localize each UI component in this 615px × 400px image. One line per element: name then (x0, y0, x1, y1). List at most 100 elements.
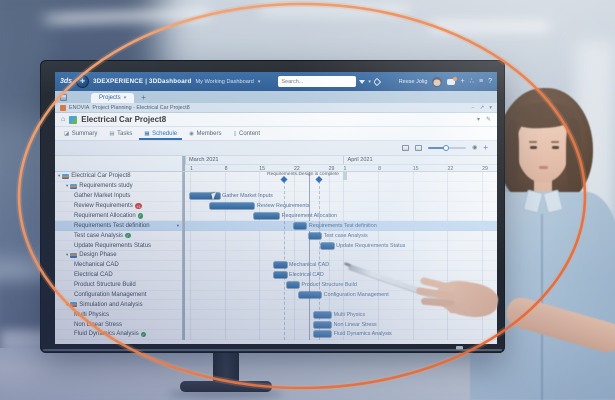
chevron-down-icon[interactable]: ▾ (489, 104, 492, 111)
tree-row-label: Requirements study (79, 183, 133, 190)
chevron-down-icon[interactable]: ▾ (123, 95, 127, 101)
ceiling-light (39, 9, 211, 24)
add-task-icon[interactable]: + (483, 143, 488, 152)
tree-row-review-requirements[interactable]: Review Requirements +1 (55, 202, 182, 212)
presenter-eye (530, 146, 537, 149)
gantt-row-simulation-and-analysis (185, 300, 497, 311)
eye-icon[interactable]: ◉ (472, 145, 478, 151)
fit-view-icon[interactable] (402, 145, 410, 151)
tree-row-test-case-analysis[interactable]: Test case Analysis ✓ (55, 231, 182, 242)
presenter-hair-side (566, 118, 581, 188)
tab-tasks[interactable]: ▤ Tasks (109, 130, 133, 137)
avatar[interactable] (432, 76, 443, 87)
tab-members[interactable]: ◉ Members (189, 130, 222, 137)
tab-content[interactable]: ▯ Content (233, 130, 261, 137)
gantt-bar-multi-physics[interactable] (313, 311, 332, 318)
gantt-row-product-structure-build: Product Structure Build (185, 281, 497, 291)
tree-row-requirements-test-definition[interactable]: Requirements Test definition ▾ (55, 221, 182, 232)
new-tab-button[interactable]: + (141, 93, 146, 102)
monitor: 3ds ✚ 3DEXPERIENCE | 3DDashboard My Work… (40, 60, 505, 353)
alert-badge: +1 (134, 203, 143, 209)
gantt-bar-update-requirements-status[interactable] (321, 242, 334, 249)
milestone-line (318, 181, 320, 340)
search-input[interactable] (278, 76, 357, 87)
home-icon[interactable]: ⌂ (61, 116, 66, 123)
user-name[interactable]: Reese Jolig (398, 78, 428, 85)
gantt-bar-product-structure-build[interactable] (286, 282, 299, 289)
tab-projects[interactable]: Projects ▾ (91, 93, 135, 103)
settings-icon[interactable]: ≡ (479, 78, 484, 85)
share-icon[interactable]: ∴ (469, 78, 474, 85)
tab-projects-label: Projects (99, 95, 121, 101)
gantt-bar-requirement-allocation[interactable] (254, 212, 280, 219)
caret-down-icon[interactable]: ▾ (58, 173, 61, 179)
gantt-row-requirements-study (185, 182, 497, 192)
open-new-icon[interactable]: ↗ (479, 104, 485, 111)
gantt-row-design-phase (185, 251, 497, 261)
gantt-bar-label: Gather Market Inputs (222, 193, 273, 200)
row-menu-icon[interactable]: ▾ (176, 222, 179, 228)
gantt-row-multi-physics: Multi Physics (185, 310, 497, 321)
chevron-down-icon[interactable]: ▾ (368, 78, 371, 85)
zoom-slider[interactable] (428, 144, 467, 151)
tree-row-mechanical-cad[interactable]: Mechanical CAD (55, 261, 182, 271)
workspace-selector[interactable]: My Working Dashboard (195, 78, 254, 85)
tree-row-update-requirements-status[interactable]: Update Requirements Status (55, 241, 182, 251)
minimize-icon[interactable]: − (471, 104, 475, 111)
tab-schedule[interactable]: ▦ Schedule (139, 127, 182, 140)
tree-row-label: Requirement Allocation (74, 212, 136, 219)
help-icon[interactable]: ? (488, 78, 492, 85)
project-type-icon (70, 252, 78, 258)
breadcrumb-app[interactable]: ENOVIA (69, 104, 90, 111)
tree-row-non-linear-stress[interactable]: Non Linear Stress (55, 320, 182, 330)
tree-row-electrical-cad[interactable]: Electrical CAD (55, 271, 182, 281)
tab-summary[interactable]: ◪ Summary (64, 130, 98, 137)
frame-view-icon[interactable] (415, 145, 423, 151)
tree-row-requirement-allocation[interactable]: Requirement Allocation ✓ (55, 212, 182, 222)
apps-icon[interactable] (60, 94, 67, 101)
gantt-bar-review-requirements[interactable] (209, 203, 255, 210)
chevron-down-icon[interactable]: ▾ (476, 117, 480, 123)
tree-row-label: Design Phase (79, 252, 117, 259)
presenter-placket (541, 214, 543, 400)
add-icon[interactable]: + (460, 78, 465, 85)
gantt-bar-requirements-test-definition[interactable] (293, 222, 307, 229)
complete-check-icon: ✓ (125, 232, 131, 239)
gantt-row-gather-market-inputs: Gather Market Inputs (185, 192, 497, 202)
tree-row-simulation-and-analysis[interactable]: ▾ Simulation and Analysis (55, 300, 182, 311)
tree-row-gather-market-inputs[interactable]: Gather Market Inputs (55, 192, 182, 202)
gantt-bar-label: Fluid Dynamics Analysis (333, 331, 392, 338)
caret-down-icon[interactable]: ▾ (66, 252, 69, 258)
tree-row-configuration-management[interactable]: Configuration Management (55, 291, 182, 301)
screen: 3ds ✚ 3DEXPERIENCE | 3DDashboard My Work… (55, 72, 497, 344)
tree-row-design-phase[interactable]: ▾ Design Phase (55, 251, 182, 261)
tree-row-label: Requirements Test definition (74, 222, 150, 229)
project-type-icon (62, 173, 70, 179)
caret-down-icon[interactable]: ▾ (66, 301, 69, 307)
search-area: ▾ (278, 76, 382, 87)
gantt-toolbar: ◉ + (55, 141, 497, 156)
notifications-icon[interactable] (447, 76, 457, 85)
page-title: Electrical Car Project8 (81, 115, 167, 124)
breadcrumb-actions: − ↗ ▾ (471, 105, 492, 111)
filter-icon[interactable] (359, 79, 366, 84)
edit-icon[interactable]: ✎ (485, 117, 491, 123)
project-type-icon (70, 183, 78, 189)
tree-row-multi-physics[interactable]: Multi Physics (55, 310, 182, 321)
project-type-icon (70, 302, 78, 308)
tree-row-fluid-dynamics-analysis[interactable]: Fluid Dynamics Analysis ✓ (55, 330, 182, 340)
gantt-bar-non-linear-stress[interactable] (313, 321, 332, 328)
tree-row-electrical-car-project8[interactable]: ▾ Electrical Car Project8 (55, 172, 182, 182)
breadcrumb-path[interactable]: Project Planning - Electrical Car Projec… (92, 104, 190, 111)
timeline-header: March 2021 April 2021 1 8 15 22 29 1 8 15 22 29 (185, 156, 497, 172)
tree-row-product-structure-build[interactable]: Product Structure Build (55, 281, 182, 291)
tree-row-requirements-study[interactable]: ▾ Requirements study (55, 182, 182, 192)
complete-check-icon: ✓ (140, 331, 147, 338)
compass-icon[interactable]: ✚ (76, 75, 90, 88)
caret-down-icon[interactable]: ▾ (66, 183, 69, 189)
tag-icon[interactable] (372, 77, 382, 86)
zoom-slider-knob[interactable] (443, 144, 450, 151)
presenter-eyebrow (551, 141, 559, 143)
gantt-bar-fluid-dynamics-analysis[interactable] (313, 331, 332, 338)
gantt-bar-label: Requirement Allocation (281, 212, 338, 219)
